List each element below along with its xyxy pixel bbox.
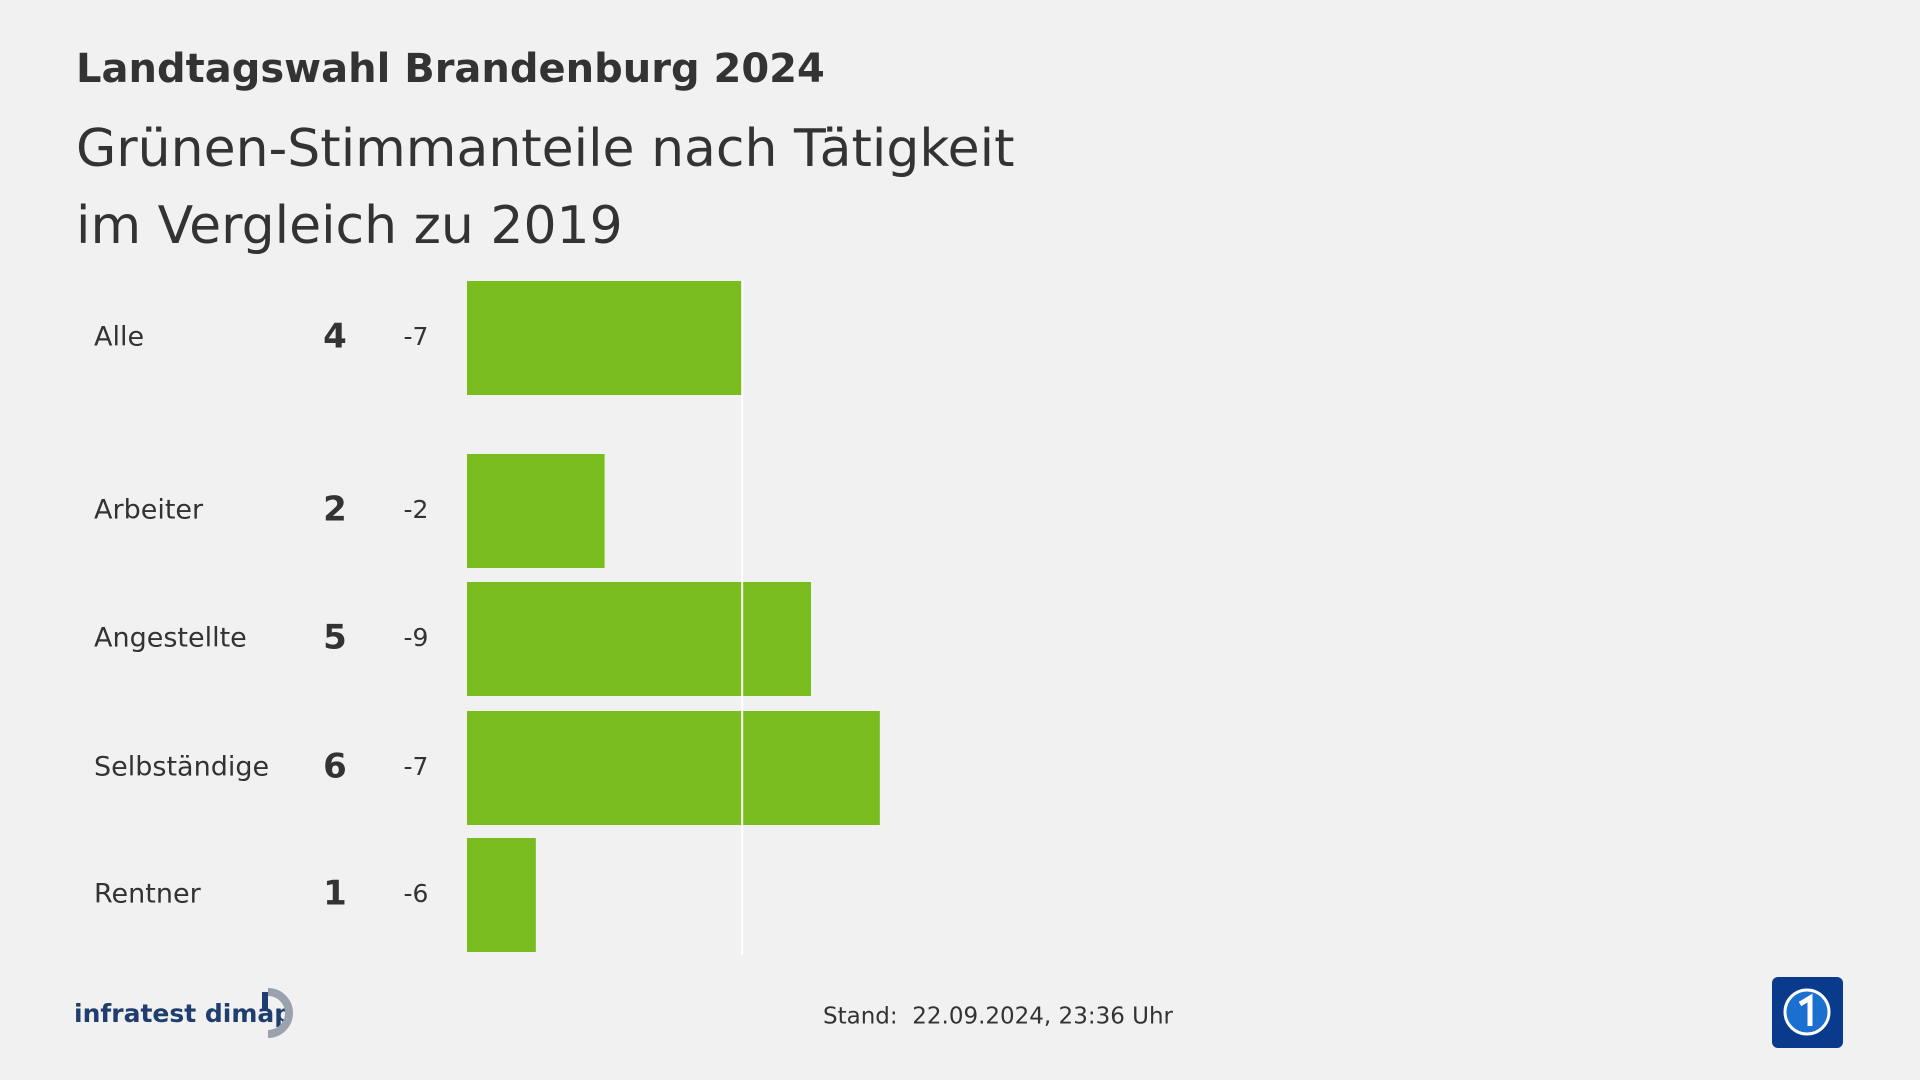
logo-arc bbox=[267, 988, 293, 1038]
bar bbox=[467, 838, 536, 952]
category-label: Selbständige bbox=[94, 752, 269, 783]
category-label: Alle bbox=[94, 322, 144, 353]
ard-logo-one bbox=[1798, 993, 1813, 1026]
value-label: 6 bbox=[323, 747, 347, 787]
value-label: 1 bbox=[323, 874, 347, 914]
change-label: -7 bbox=[404, 322, 429, 351]
value-label: 2 bbox=[323, 490, 347, 530]
category-label: Angestellte bbox=[94, 623, 247, 654]
bar bbox=[467, 454, 605, 568]
heading: Landtagswahl Brandenburg 2024 bbox=[76, 46, 825, 92]
category-label: Arbeiter bbox=[94, 495, 204, 526]
ard-logo-circle bbox=[1783, 988, 1831, 1036]
change-label: -2 bbox=[404, 495, 429, 524]
value-label: 4 bbox=[323, 317, 347, 357]
rows: Alle 4 -7 Arbeiter 2 -2 Angestellte 5 -9 Selbstän… bbox=[94, 281, 880, 955]
bar bbox=[467, 582, 811, 696]
logo-bar bbox=[262, 992, 268, 1010]
value-label: 5 bbox=[323, 618, 347, 658]
chart-title: Grünen-Stimmanteile nach Tätigkeit bbox=[76, 119, 1014, 179]
source-logo-text: infratest dimap bbox=[74, 999, 292, 1028]
bar bbox=[467, 711, 880, 825]
category-label: Rentner bbox=[94, 879, 202, 910]
bar bbox=[467, 281, 743, 395]
change-label: -6 bbox=[404, 879, 429, 908]
source-logo-icon bbox=[262, 988, 293, 1038]
chart-title: im Vergleich zu 2019 bbox=[76, 196, 623, 256]
change-label: -9 bbox=[404, 623, 429, 652]
ard-logo bbox=[1772, 977, 1843, 1048]
change-label: -7 bbox=[404, 752, 429, 781]
stand: Stand: 22.09.2024, 23:36 Uhr bbox=[823, 1004, 1174, 1030]
